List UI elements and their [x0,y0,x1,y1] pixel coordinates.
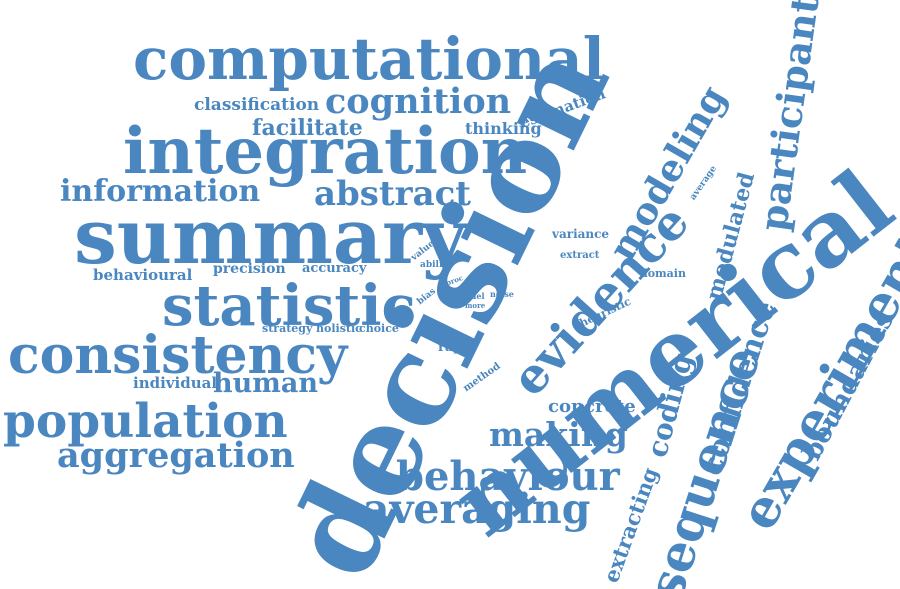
word-statistic: statistic [162,273,416,339]
word-accuracy: accuracy [302,261,367,276]
word-behaviour: behaviour [396,453,620,500]
word-information: information [60,174,261,209]
word-integration: integration [123,114,528,189]
word-individual: individual [133,374,218,392]
word-model: model [457,291,485,301]
word-classification: classification [194,95,320,115]
word-concrete: concrete [548,396,636,417]
word-extract: extract [560,250,600,261]
word-thinking: thinking [465,119,542,138]
word-noise: noise [490,289,514,299]
word-holistic: holistic [316,322,362,335]
word-averaging: averaging [363,485,591,533]
word-computational: computational [133,25,605,93]
word-more: more [465,301,486,310]
word-variance: variance [552,227,610,241]
word-making: making [489,415,628,454]
word-behavioural: behavioural [93,266,193,284]
word-domain: domain [640,267,686,280]
word-rapid: rapid [438,340,477,355]
word-abstract: abstract [314,174,472,214]
word-cognition: cognition [325,81,512,122]
word-consistency: consistency [8,325,348,386]
word-ability: ability [420,260,452,270]
word-choice: choice [359,322,399,335]
word-human: human [213,368,318,399]
word-aggregation: aggregation [57,435,295,476]
word-strategy: strategy [262,322,313,335]
word-population: population [3,394,288,449]
word-facilitate: facilitate [252,115,363,141]
word-summary: summary [74,192,467,281]
word-precision: precision [213,261,286,277]
